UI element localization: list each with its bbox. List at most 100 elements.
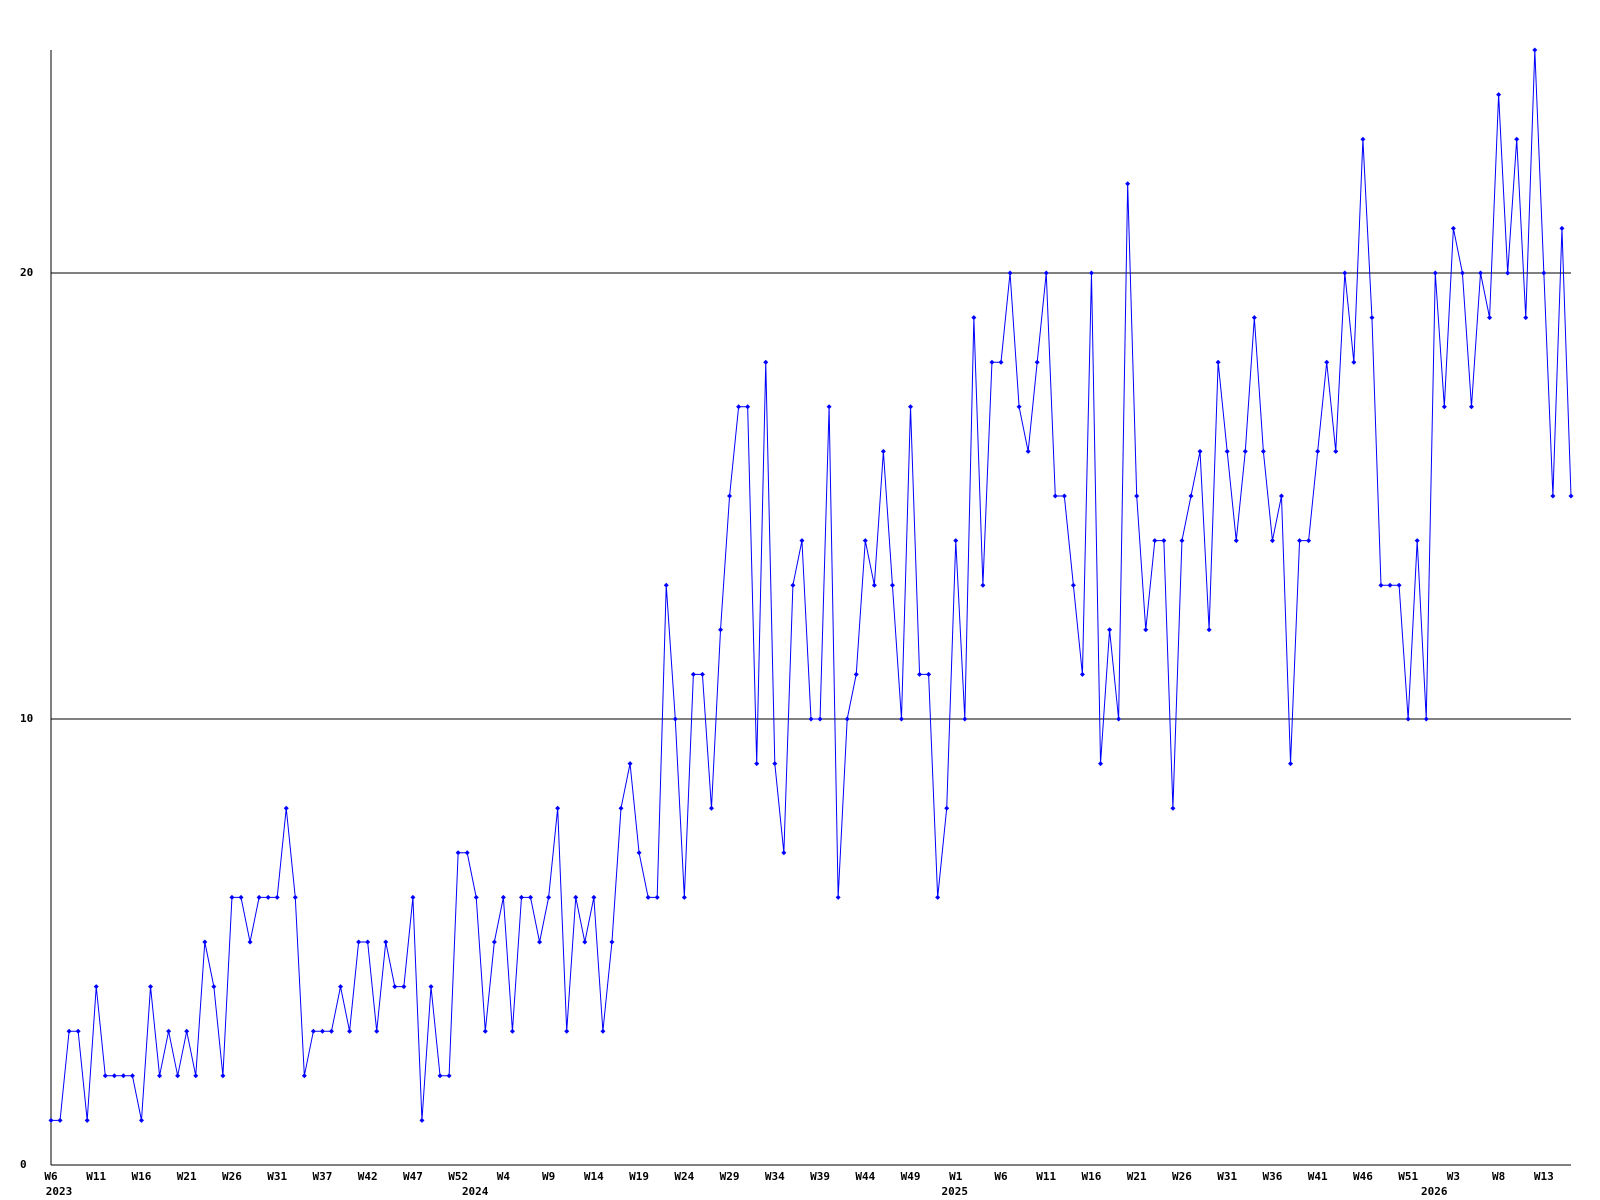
data-point [347, 1028, 353, 1034]
data-point [57, 1117, 63, 1123]
data-point [1224, 448, 1230, 454]
data-point [1025, 448, 1031, 454]
data-point [745, 404, 751, 410]
data-point [157, 1073, 163, 1079]
x-tick-label: W26 [1172, 1170, 1192, 1183]
data-point [917, 671, 923, 677]
x-tick-label: W14 [584, 1170, 604, 1183]
data-point [935, 894, 941, 900]
x-tick-label: W4 [497, 1170, 511, 1183]
data-point [1269, 538, 1275, 544]
data-point [898, 716, 904, 722]
x-tick-label: W19 [629, 1170, 649, 1183]
data-point [636, 850, 642, 856]
data-point [1161, 538, 1167, 544]
data-point [1278, 493, 1284, 499]
data-point [1260, 448, 1266, 454]
data-point [600, 1028, 606, 1034]
data-point [1478, 270, 1484, 276]
data-point [1496, 92, 1502, 98]
data-point [908, 404, 914, 410]
data-point [1233, 538, 1239, 544]
data-point [546, 894, 552, 900]
data-point [175, 1073, 181, 1079]
x-tick-label: W11 [1036, 1170, 1056, 1183]
x-tick-label: W52 [448, 1170, 468, 1183]
data-point [708, 805, 714, 811]
data-point [672, 716, 678, 722]
year-label: 2026 [1421, 1185, 1448, 1198]
data-point [328, 1028, 334, 1034]
data-point [1197, 448, 1203, 454]
data-point [727, 493, 733, 499]
x-tick-label: W24 [674, 1170, 694, 1183]
data-point [564, 1028, 570, 1034]
data-point [129, 1073, 135, 1079]
data-point [220, 1073, 226, 1079]
data-point [374, 1028, 380, 1034]
data-point [537, 939, 543, 945]
data-point [1143, 627, 1149, 633]
data-point [609, 939, 615, 945]
x-tick-label: W37 [312, 1170, 332, 1183]
data-point [718, 627, 724, 633]
data-point [817, 716, 823, 722]
x-tick-label: W1 [949, 1170, 963, 1183]
data-point [1215, 359, 1221, 365]
year-label: 2025 [941, 1185, 968, 1198]
data-point [1559, 225, 1565, 231]
data-point [446, 1073, 452, 1079]
data-point [1324, 359, 1330, 365]
data-point [356, 939, 362, 945]
data-point [365, 939, 371, 945]
data-point [1179, 538, 1185, 544]
data-point [148, 984, 154, 990]
data-point [455, 850, 461, 856]
data-point [998, 359, 1004, 365]
x-tick-label: W6 [44, 1170, 58, 1183]
data-point [202, 939, 208, 945]
data-point [953, 538, 959, 544]
x-tick-label: W11 [86, 1170, 106, 1183]
data-point [1487, 315, 1493, 321]
data-point [319, 1028, 325, 1034]
x-tick-label: W6 [994, 1170, 1008, 1183]
data-point [853, 671, 859, 677]
data-point [193, 1073, 199, 1079]
data-point [591, 894, 597, 900]
x-tick-label: W3 [1447, 1170, 1460, 1183]
data-point [1170, 805, 1176, 811]
data-point [1360, 136, 1366, 142]
data-point [1532, 47, 1538, 53]
data-point [1468, 404, 1474, 410]
data-point [1188, 493, 1194, 499]
y-tick-label: 0 [20, 1158, 27, 1171]
data-point [1107, 627, 1113, 633]
data-point [880, 448, 886, 454]
x-tick-label: W26 [222, 1170, 242, 1183]
x-tick-label: W8 [1492, 1170, 1505, 1183]
data-point [971, 315, 977, 321]
data-point [437, 1073, 443, 1079]
data-point [509, 1028, 515, 1034]
data-point [410, 894, 416, 900]
data-point [654, 894, 660, 900]
x-tick-label: W49 [901, 1170, 921, 1183]
data-point [627, 761, 633, 767]
data-point [274, 894, 280, 900]
data-point [1125, 181, 1131, 187]
data-point [283, 805, 289, 811]
data-point [229, 894, 235, 900]
data-point [808, 716, 814, 722]
x-tick-label: W31 [1217, 1170, 1237, 1183]
data-point [301, 1073, 307, 1079]
data-point [75, 1028, 81, 1034]
data-point [1369, 315, 1375, 321]
data-point [184, 1028, 190, 1034]
data-point [1152, 538, 1158, 544]
data-point [663, 582, 669, 588]
data-point [419, 1117, 425, 1123]
data-point [1315, 448, 1321, 454]
data-point [826, 404, 832, 410]
